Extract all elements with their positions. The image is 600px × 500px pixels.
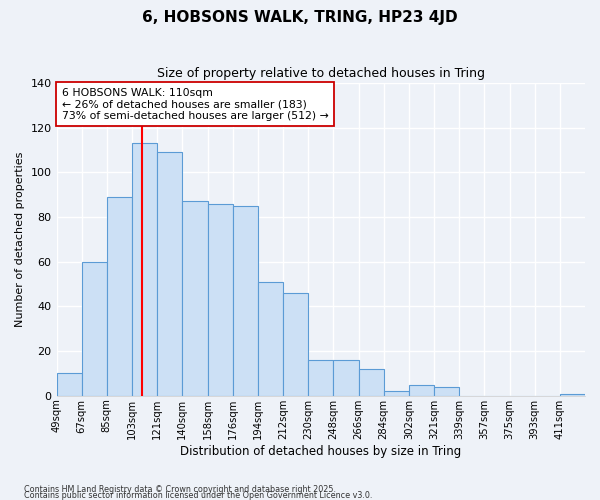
Text: 6, HOBSONS WALK, TRING, HP23 4JD: 6, HOBSONS WALK, TRING, HP23 4JD xyxy=(142,10,458,25)
Bar xyxy=(56,374,82,396)
Bar xyxy=(157,152,182,396)
Bar xyxy=(82,262,107,396)
Bar xyxy=(383,392,409,396)
Y-axis label: Number of detached properties: Number of detached properties xyxy=(15,152,25,327)
Title: Size of property relative to detached houses in Tring: Size of property relative to detached ho… xyxy=(157,68,485,80)
Bar xyxy=(208,204,233,396)
Bar xyxy=(107,197,132,396)
Text: Contains HM Land Registry data © Crown copyright and database right 2025.: Contains HM Land Registry data © Crown c… xyxy=(24,484,336,494)
Text: Contains public sector information licensed under the Open Government Licence v3: Contains public sector information licen… xyxy=(24,490,373,500)
Bar xyxy=(359,369,383,396)
Bar xyxy=(409,384,434,396)
Bar xyxy=(334,360,359,396)
Bar xyxy=(560,394,585,396)
Bar xyxy=(132,144,157,396)
Bar xyxy=(182,202,208,396)
Bar xyxy=(283,293,308,396)
Bar xyxy=(434,387,459,396)
Bar xyxy=(308,360,334,396)
Bar xyxy=(233,206,258,396)
Bar xyxy=(258,282,283,396)
Text: 6 HOBSONS WALK: 110sqm
← 26% of detached houses are smaller (183)
73% of semi-de: 6 HOBSONS WALK: 110sqm ← 26% of detached… xyxy=(62,88,329,121)
X-axis label: Distribution of detached houses by size in Tring: Distribution of detached houses by size … xyxy=(180,444,461,458)
